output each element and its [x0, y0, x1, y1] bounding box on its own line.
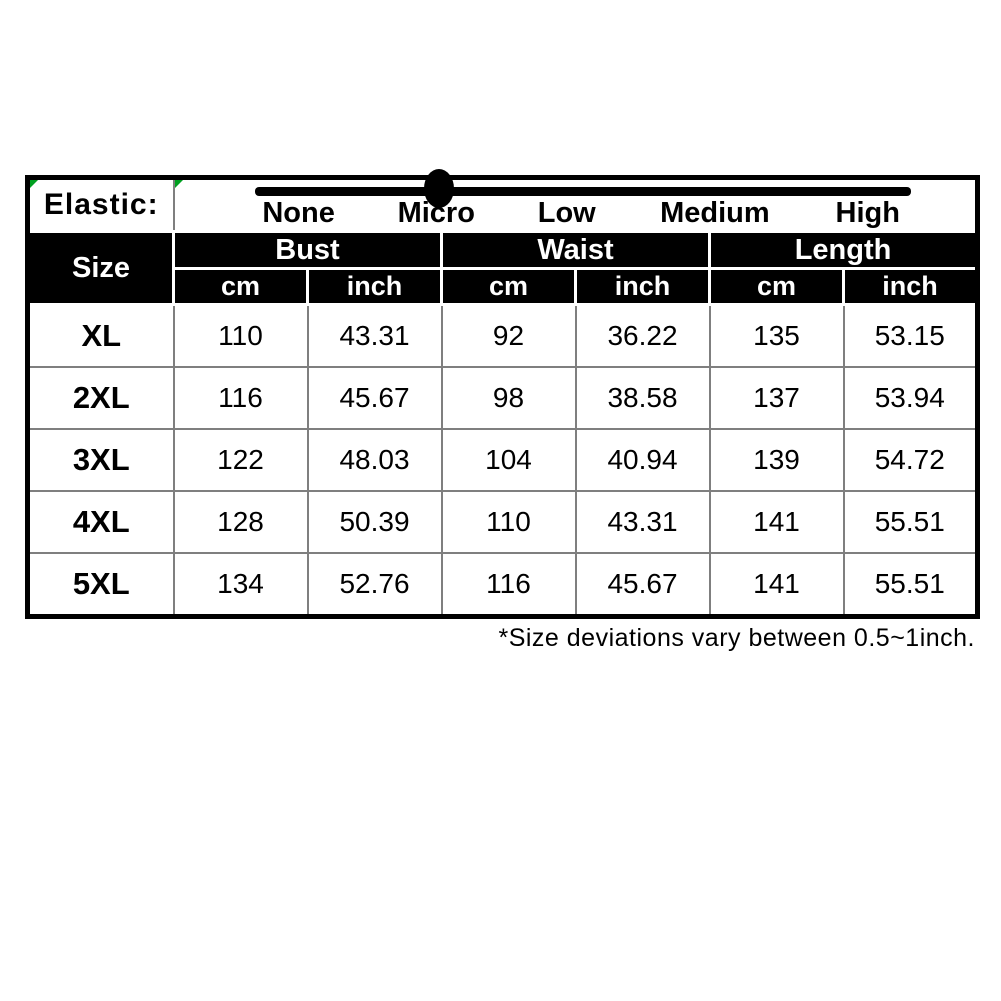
value-cell: 137: [708, 366, 845, 430]
bust-cm-header: cm: [172, 267, 309, 306]
elastic-level-high: High: [835, 197, 900, 229]
size-chart: Elastic: None Micro Low Medium High: [25, 169, 981, 653]
value-cell: 135: [708, 303, 845, 368]
bust-inch-header: inch: [306, 267, 443, 306]
value-cell: 54.72: [842, 428, 979, 492]
size-column-header: Size: [26, 230, 175, 306]
table-row: 5XL 134 52.76 116 45.67 141 55.51: [26, 552, 979, 618]
value-cell: 53.15: [842, 303, 979, 368]
value-cell: 40.94: [574, 428, 711, 492]
value-cell: 92: [440, 303, 577, 368]
bust-group-header: Bust: [172, 230, 443, 270]
length-cm-header: cm: [708, 267, 845, 306]
waist-inch-header: inch: [574, 267, 711, 306]
elastic-slider-cell: None Micro Low Medium High: [172, 169, 979, 233]
value-cell: 43.31: [574, 490, 711, 554]
value-cell: 48.03: [306, 428, 443, 492]
waist-cm-header: cm: [440, 267, 577, 306]
value-cell: 141: [708, 552, 845, 618]
elastic-slider-track[interactable]: [254, 187, 911, 196]
elastic-level-medium: Medium: [660, 197, 770, 229]
value-cell: 98: [440, 366, 577, 430]
size-cell: 2XL: [26, 366, 175, 430]
value-cell: 141: [708, 490, 845, 554]
size-cell: 3XL: [26, 428, 175, 492]
value-cell: 128: [172, 490, 309, 554]
value-cell: 122: [172, 428, 309, 492]
size-deviation-footnote: *Size deviations vary between 0.5~1inch.: [498, 624, 975, 652]
table-row: 2XL 116 45.67 98 38.58 137 53.94: [26, 366, 979, 430]
elastic-level-none: None: [262, 197, 335, 229]
value-cell: 45.67: [306, 366, 443, 430]
elastic-slider-thumb[interactable]: [423, 169, 454, 208]
value-cell: 55.51: [842, 490, 979, 554]
value-cell: 38.58: [574, 366, 711, 430]
group-header-row: Size Bust Waist Length: [26, 230, 980, 306]
value-cell: 50.39: [306, 490, 443, 554]
length-group-header: Length: [707, 230, 980, 270]
value-cell: 116: [172, 366, 309, 430]
value-cell: 116: [440, 552, 577, 618]
unit-header-row: cm inch cm inch cm inch: [28, 267, 980, 306]
value-cell: 134: [172, 552, 309, 618]
elastic-label-cell: Elastic:: [26, 176, 175, 233]
size-chart-table: Elastic: None Micro Low Medium High: [25, 169, 981, 619]
value-cell: 110: [440, 490, 577, 554]
elastic-label: Elastic:: [43, 188, 159, 221]
length-inch-header: inch: [841, 267, 980, 306]
table-row: 4XL 128 50.39 110 43.31 141 55.51: [26, 490, 979, 554]
cell-flag-icon: [174, 180, 183, 188]
value-cell: 110: [172, 303, 309, 368]
table-row: XL 110 43.31 92 36.22 135 53.15: [26, 303, 979, 368]
value-cell: 55.51: [842, 552, 979, 618]
table-row: 3XL 122 48.03 104 40.94 139 54.72: [26, 428, 979, 492]
value-cell: 43.31: [306, 303, 443, 368]
size-cell: XL: [26, 303, 175, 368]
value-cell: 52.76: [306, 552, 443, 618]
elastic-level-low: Low: [537, 197, 596, 229]
cell-flag-icon: [30, 180, 38, 188]
size-cell: 5XL: [26, 552, 175, 618]
elastic-row: Elastic: None Micro Low Medium High: [26, 169, 979, 233]
value-cell: 45.67: [574, 552, 711, 618]
value-cell: 139: [708, 428, 845, 492]
waist-group-header: Waist: [440, 230, 711, 270]
value-cell: 36.22: [574, 303, 711, 368]
size-cell: 4XL: [26, 490, 175, 554]
value-cell: 104: [440, 428, 577, 492]
value-cell: 53.94: [842, 366, 979, 430]
